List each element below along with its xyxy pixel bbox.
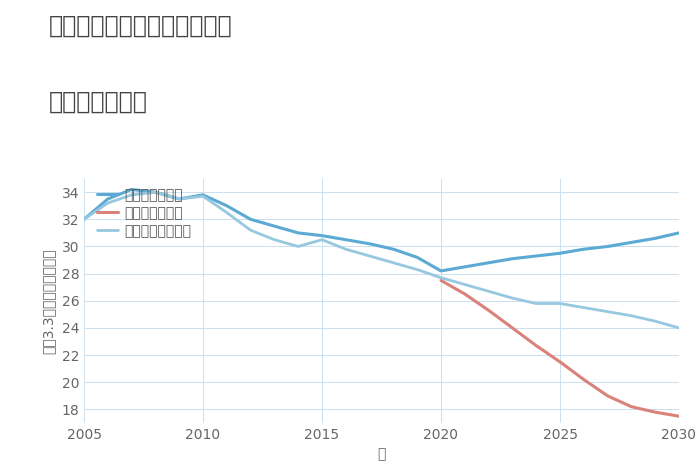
ノーマルシナリオ (389, 260, 398, 266)
ノーマルシナリオ (127, 192, 136, 198)
ノーマルシナリオ (223, 210, 231, 215)
Y-axis label: 坪（3.3㎡）単価（万円）: 坪（3.3㎡）単価（万円） (42, 248, 56, 353)
グッドシナリオ (80, 217, 88, 222)
ノーマルシナリオ (508, 295, 517, 301)
ノーマルシナリオ (246, 227, 255, 233)
グッドシナリオ (294, 230, 302, 236)
グッドシナリオ (175, 196, 183, 202)
ノーマルシナリオ (342, 246, 350, 252)
ノーマルシナリオ (365, 253, 374, 259)
バッドシナリオ (508, 325, 517, 331)
グッドシナリオ (532, 253, 540, 259)
ノーマルシナリオ (580, 305, 588, 310)
グッドシナリオ (627, 240, 636, 245)
グッドシナリオ (651, 235, 659, 241)
Legend: グッドシナリオ, バッドシナリオ, ノーマルシナリオ: グッドシナリオ, バッドシナリオ, ノーマルシナリオ (97, 188, 192, 238)
ノーマルシナリオ (199, 194, 207, 199)
バッドシナリオ (556, 359, 564, 365)
バッドシナリオ (627, 404, 636, 409)
バッドシナリオ (484, 307, 493, 313)
グッドシナリオ (508, 256, 517, 261)
ノーマルシナリオ (294, 243, 302, 249)
ノーマルシナリオ (675, 325, 683, 331)
グッドシナリオ (342, 237, 350, 243)
グッドシナリオ (104, 196, 112, 202)
ノーマルシナリオ (104, 200, 112, 206)
バッドシナリオ (532, 343, 540, 348)
グッドシナリオ (389, 246, 398, 252)
ノーマルシナリオ (175, 196, 183, 202)
Line: ノーマルシナリオ: ノーマルシナリオ (84, 192, 679, 328)
Text: 土地の価格推移: 土地の価格推移 (49, 89, 148, 113)
バッドシナリオ (437, 278, 445, 283)
バッドシナリオ (675, 414, 683, 419)
グッドシナリオ (151, 189, 160, 195)
ノーマルシナリオ (603, 309, 612, 314)
ノーマルシナリオ (556, 301, 564, 306)
バッドシナリオ (461, 291, 469, 297)
グッドシナリオ (580, 246, 588, 252)
グッドシナリオ (675, 230, 683, 236)
ノーマルシナリオ (413, 267, 421, 273)
グッドシナリオ (556, 251, 564, 256)
Line: グッドシナリオ: グッドシナリオ (84, 189, 679, 271)
グッドシナリオ (127, 187, 136, 192)
グッドシナリオ (603, 243, 612, 249)
ノーマルシナリオ (80, 217, 88, 222)
ノーマルシナリオ (270, 237, 279, 243)
グッドシナリオ (223, 203, 231, 209)
グッドシナリオ (318, 233, 326, 238)
ノーマルシナリオ (484, 289, 493, 294)
グッドシナリオ (461, 264, 469, 270)
グッドシナリオ (484, 260, 493, 266)
ノーマルシナリオ (151, 189, 160, 195)
ノーマルシナリオ (437, 275, 445, 281)
ノーマルシナリオ (532, 301, 540, 306)
グッドシナリオ (365, 241, 374, 247)
グッドシナリオ (199, 192, 207, 198)
ノーマルシナリオ (461, 282, 469, 287)
グッドシナリオ (270, 223, 279, 229)
X-axis label: 年: 年 (377, 447, 386, 462)
Line: バッドシナリオ: バッドシナリオ (441, 281, 679, 416)
バッドシナリオ (651, 409, 659, 415)
グッドシナリオ (413, 255, 421, 260)
グッドシナリオ (437, 268, 445, 274)
ノーマルシナリオ (651, 318, 659, 324)
グッドシナリオ (246, 217, 255, 222)
ノーマルシナリオ (627, 313, 636, 319)
バッドシナリオ (580, 377, 588, 383)
ノーマルシナリオ (318, 237, 326, 243)
Text: 兵庫県姫路市飾磨区上野田の: 兵庫県姫路市飾磨区上野田の (49, 14, 232, 38)
バッドシナリオ (603, 393, 612, 399)
